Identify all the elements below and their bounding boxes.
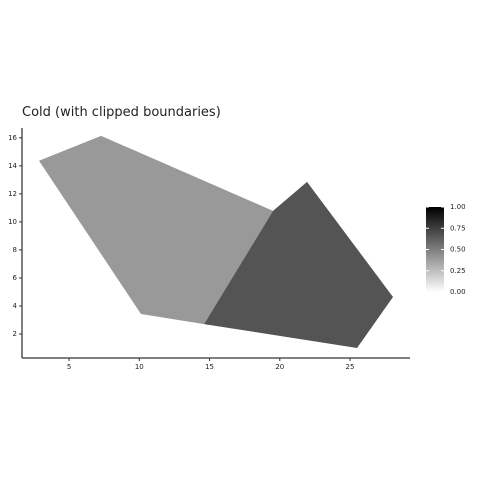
chart-title: Cold (with clipped boundaries) xyxy=(22,105,221,120)
x-tick-label: 25 xyxy=(346,363,355,371)
colorbar xyxy=(426,207,444,292)
y-tick-label: 16 xyxy=(8,134,17,142)
colorbar-label: 1.00 xyxy=(450,203,466,211)
colorbar-label: 0.75 xyxy=(450,224,466,232)
y-tick-label: 6 xyxy=(13,274,18,282)
x-tick-label: 10 xyxy=(135,363,144,371)
y-tick-label: 14 xyxy=(8,162,17,170)
y-tick-label: 2 xyxy=(13,330,17,338)
y-tick-label: 12 xyxy=(8,190,17,198)
colorbar-label: 0.25 xyxy=(450,267,466,275)
x-tick-label: 15 xyxy=(205,363,214,371)
y-tick-label: 4 xyxy=(13,302,18,310)
y-tick-label: 10 xyxy=(8,218,17,226)
colorbar-label: 0.00 xyxy=(450,288,466,296)
y-tick-label: 8 xyxy=(13,246,17,254)
colorbar-label: 0.50 xyxy=(450,246,466,254)
polygon xyxy=(204,181,394,349)
polygon xyxy=(38,135,274,325)
x-tick-label: 5 xyxy=(67,363,71,371)
x-tick-label: 20 xyxy=(275,363,284,371)
